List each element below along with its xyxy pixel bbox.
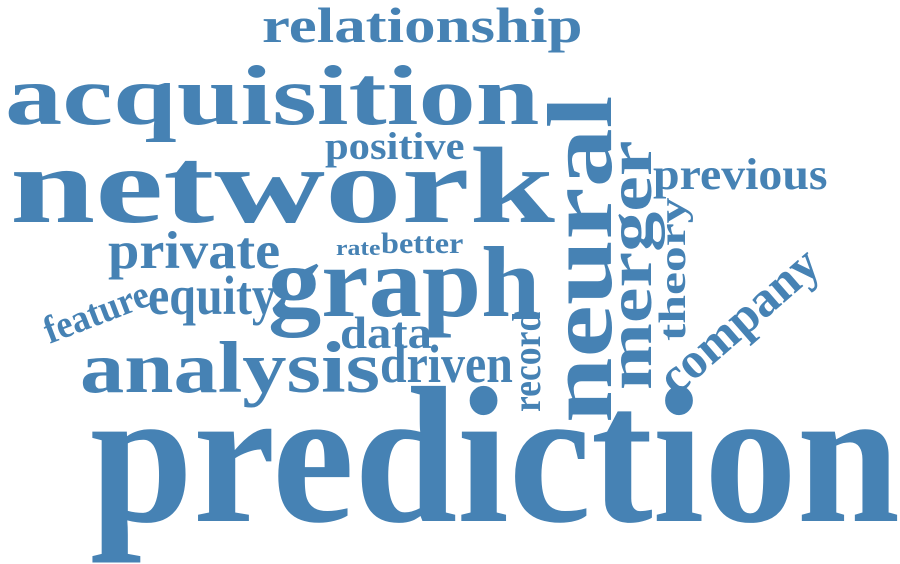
word-analysis: analysis — [80, 326, 381, 408]
word-data: data — [340, 306, 432, 358]
word-theory: theory — [651, 197, 694, 341]
word-private: private — [108, 222, 281, 280]
word-rate: rate — [336, 234, 381, 260]
word-acquisition: acquisition — [5, 48, 540, 143]
word-cloud: relationship acquisition network positiv… — [5, 0, 900, 554]
word-graph: graph — [268, 226, 541, 338]
word-prediction: prediction — [90, 349, 900, 564]
word-previous: previous — [653, 148, 828, 199]
word-network: network — [10, 125, 555, 246]
word-driven: driven — [380, 334, 513, 394]
word-positive: positive — [325, 125, 465, 168]
word-better: better — [381, 227, 464, 260]
word-equity: equity — [148, 265, 276, 326]
word-relationship: relationship — [262, 0, 583, 53]
